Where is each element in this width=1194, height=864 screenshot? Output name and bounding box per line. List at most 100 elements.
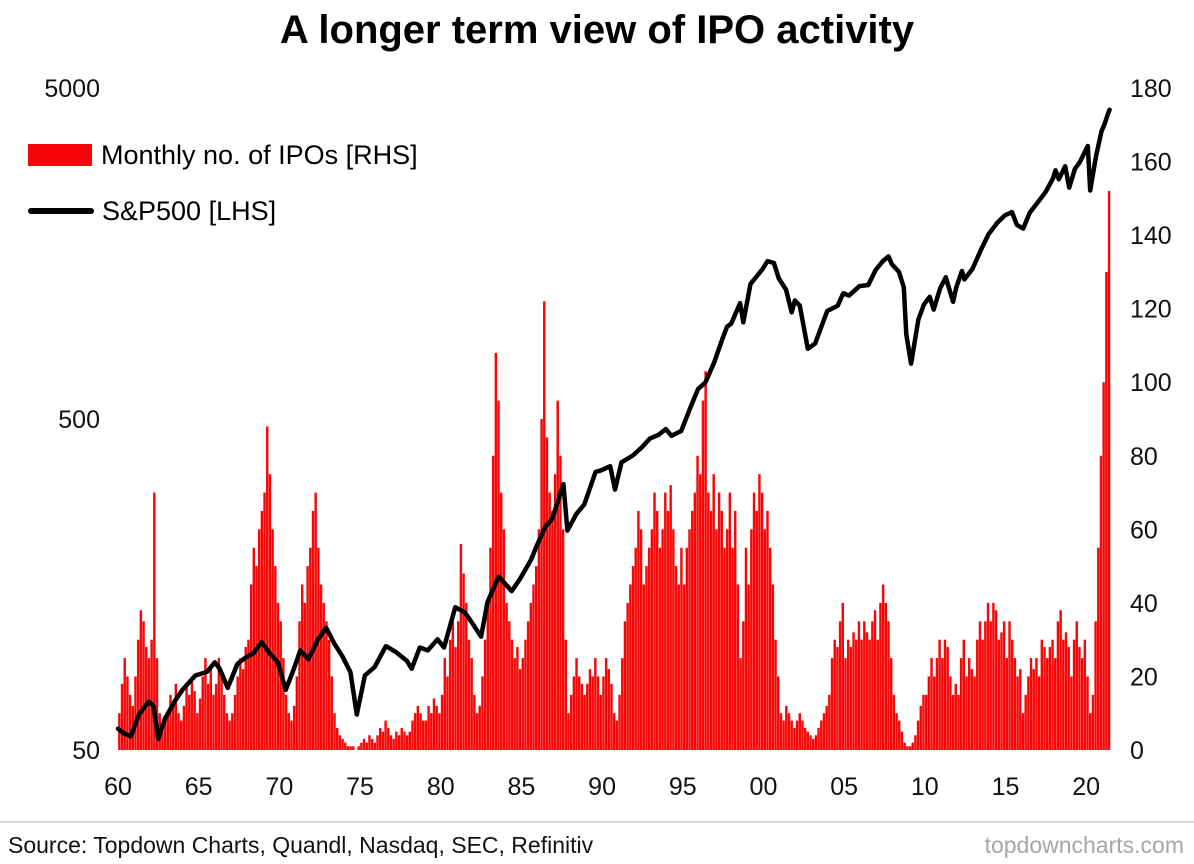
ipo-bar: [225, 713, 229, 750]
x-axis-tick: 85: [508, 773, 536, 801]
ipo-bar: [338, 735, 342, 750]
ipo-bar: [747, 584, 750, 750]
ipo-bar: [750, 529, 753, 750]
ipo-bar: [284, 694, 288, 750]
ipo-bar: [489, 547, 492, 750]
ipo-bar: [943, 639, 947, 750]
ipo-bar: [188, 694, 191, 750]
ipo-bar: [879, 602, 882, 750]
ipo-bar: [707, 492, 710, 750]
ipo-bar: [540, 419, 543, 750]
ipo-bar: [483, 639, 487, 750]
ipo-bar: [443, 658, 446, 750]
ipo-bar: [424, 720, 428, 750]
ipo-bar: [341, 738, 344, 750]
ipo-bar: [459, 544, 463, 750]
ipo-bar: [177, 713, 180, 750]
ipo-bar: [524, 639, 527, 750]
ipo-bar: [559, 455, 562, 750]
chart-footer: Source: Topdown Charts, Quandl, Nasdaq, …: [0, 821, 1194, 859]
ipo-bar: [142, 621, 145, 750]
ipo-bar: [1045, 658, 1049, 750]
ipo-bar: [505, 602, 508, 750]
ipo-bar: [362, 738, 366, 750]
ipo-bar: [438, 713, 441, 750]
ipo-bar: [607, 669, 611, 750]
ipo-bar: [830, 658, 834, 750]
ipo-bar: [448, 639, 452, 750]
ipo-bar: [395, 731, 398, 750]
ipo-bar: [1086, 676, 1089, 750]
ipo-bar: [742, 621, 745, 750]
ipo-bar: [836, 647, 839, 750]
ipo-bar: [128, 694, 132, 750]
ipo-bar: [432, 698, 436, 750]
ipo-bar: [688, 529, 691, 750]
ipo-bar: [255, 566, 258, 750]
ipo-bar: [346, 746, 350, 750]
ipo-bar: [631, 566, 635, 750]
ipo-bar: [658, 547, 662, 750]
ipo-bar: [282, 658, 285, 750]
ipo-bar: [626, 602, 629, 750]
ipo-bar: [927, 676, 931, 750]
ipo-bar: [408, 731, 412, 750]
ipo-bar: [812, 738, 815, 750]
ipo-bar: [556, 400, 559, 750]
ipo-bar: [1080, 658, 1084, 750]
ipo-bar: [352, 746, 355, 750]
x-axis-tick: 90: [588, 773, 616, 801]
ipo-bar: [220, 676, 223, 750]
ipo-bar: [677, 584, 680, 750]
ipo-bar: [491, 455, 495, 750]
ipo-bar: [422, 720, 425, 750]
ipo-bar: [1054, 658, 1057, 750]
ipo-bar: [384, 720, 387, 750]
ipo-bar: [903, 742, 906, 750]
ipo-bar: [411, 720, 414, 750]
ipo-bar: [279, 621, 282, 750]
ipo-bar: [763, 529, 767, 750]
chart-title: A longer term view of IPO activity: [279, 8, 915, 52]
ipo-bar: [685, 547, 689, 750]
ipo-bar: [564, 639, 567, 750]
ipo-bar: [976, 639, 979, 750]
ipo-bar: [669, 485, 672, 750]
ipo-bar: [303, 602, 307, 750]
ipo-bar: [163, 720, 167, 750]
legend-item-ipos: Monthly no. of IPOs [RHS]: [28, 138, 418, 172]
ipo-bar: [704, 371, 707, 750]
ipo-bar: [618, 694, 621, 750]
x-axis-tick: 80: [427, 773, 455, 801]
ipo-bar: [922, 694, 925, 750]
ipo-bar: [639, 529, 643, 750]
ipo-bar: [271, 529, 274, 750]
ipo-bar: [1011, 639, 1014, 750]
ipo-bar: [973, 676, 976, 750]
ipo-bar: [1037, 676, 1041, 750]
ipo-bar: [825, 705, 828, 750]
ipo-bar: [457, 621, 460, 750]
ipo-bar: [454, 647, 457, 750]
ipo-bar: [1024, 694, 1027, 750]
ipo-bar: [1064, 632, 1068, 750]
ipo-bar: [1059, 610, 1062, 750]
ipo-bar: [276, 602, 280, 750]
ipo-bar: [379, 727, 382, 750]
right-axis-tick: 20: [1130, 663, 1158, 691]
left-axis-tick: 5000: [44, 75, 100, 103]
ipo-bar: [846, 639, 850, 750]
ipo-bar: [863, 621, 866, 750]
ipo-bar: [1078, 647, 1081, 750]
ipo-bar: [715, 529, 718, 750]
ipo-bar: [986, 602, 990, 750]
ipo-bar: [623, 621, 627, 750]
ipo-bar: [865, 632, 869, 750]
ipo-bar: [153, 492, 156, 750]
ipo-bar: [198, 698, 202, 750]
ipo-bar: [1008, 621, 1011, 750]
ipo-bar: [699, 474, 702, 750]
ipo-bar: [734, 510, 737, 750]
ipo-bar: [349, 746, 352, 750]
ipo-bar: [478, 705, 481, 750]
